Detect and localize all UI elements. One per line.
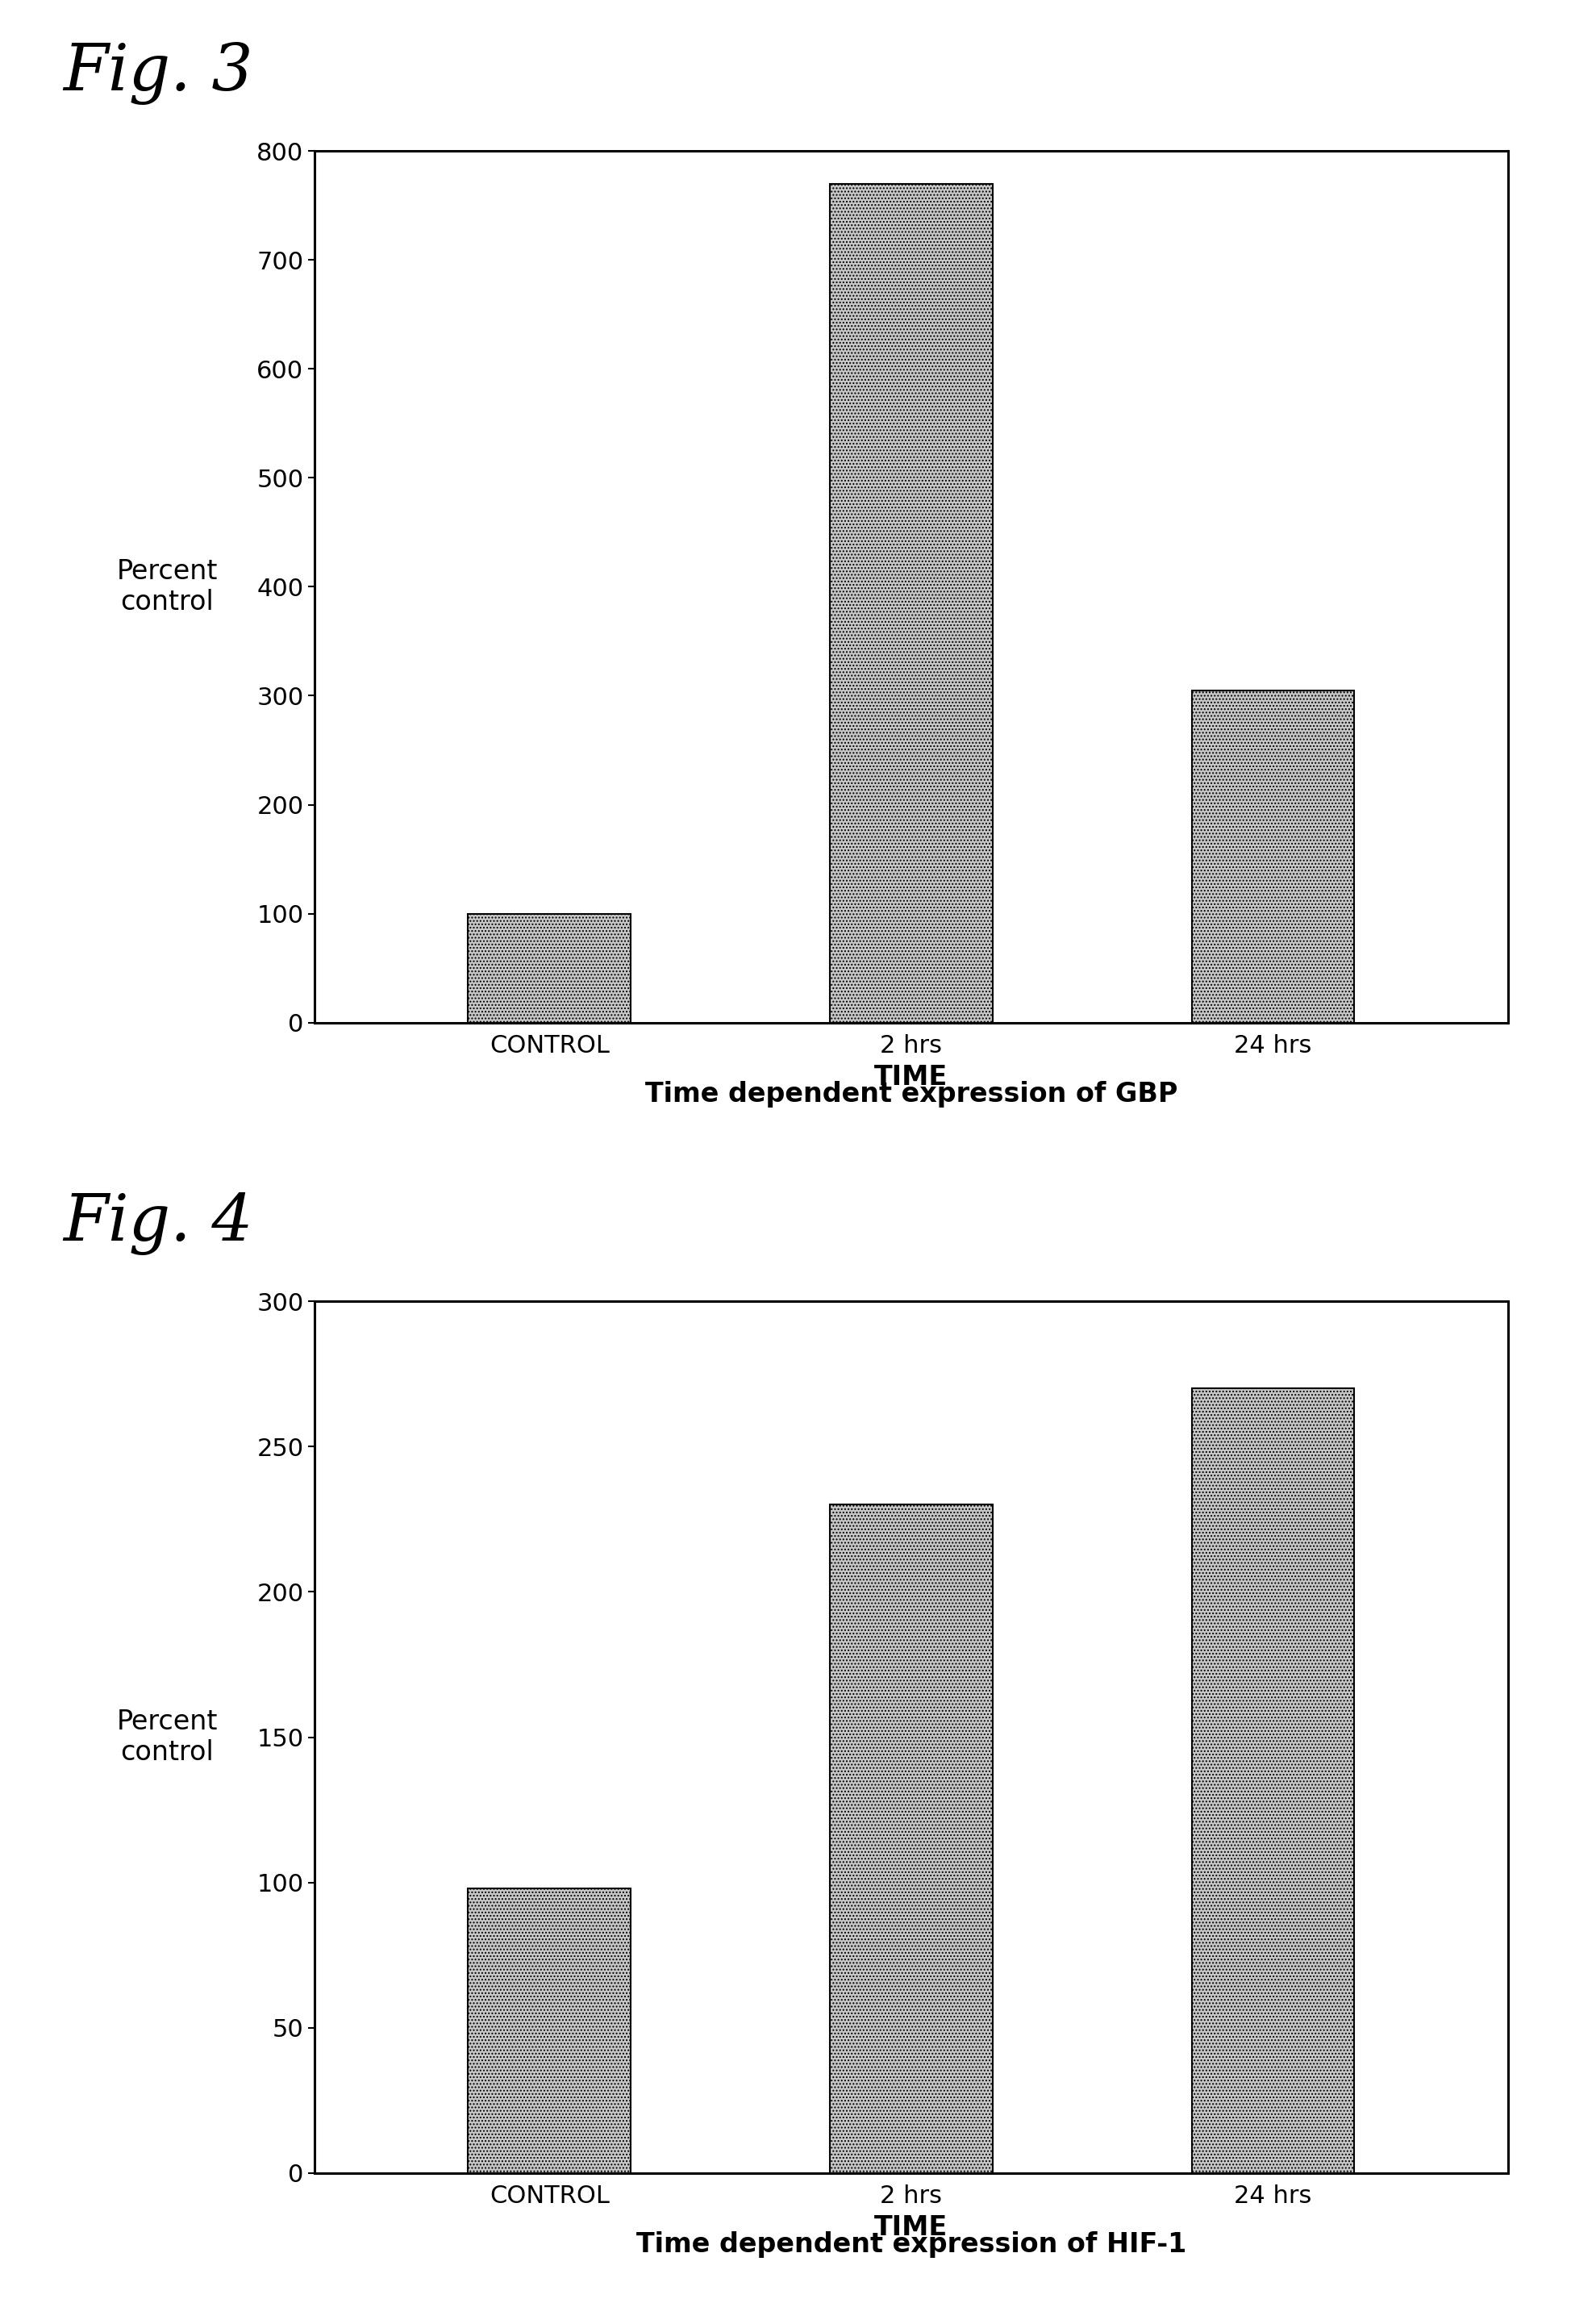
Bar — [829, 184, 993, 1023]
Bar — [468, 913, 632, 1023]
Bar — [829, 1506, 993, 2173]
Text: Fig. 4: Fig. 4 — [63, 1192, 253, 1255]
Text: Fig. 3: Fig. 3 — [63, 42, 253, 105]
X-axis label: TIME: TIME — [875, 2215, 947, 2240]
Text: Time dependent expression of HIF-1: Time dependent expression of HIF-1 — [636, 2231, 1186, 2259]
Y-axis label: Percent
control: Percent control — [116, 1708, 217, 1766]
Bar — [468, 1887, 632, 2173]
Y-axis label: Percent
control: Percent control — [116, 558, 217, 616]
Text: Time dependent expression of GBP: Time dependent expression of GBP — [644, 1081, 1178, 1109]
X-axis label: TIME: TIME — [875, 1064, 947, 1090]
Bar — [1191, 1387, 1354, 2173]
Bar — [1191, 690, 1354, 1023]
